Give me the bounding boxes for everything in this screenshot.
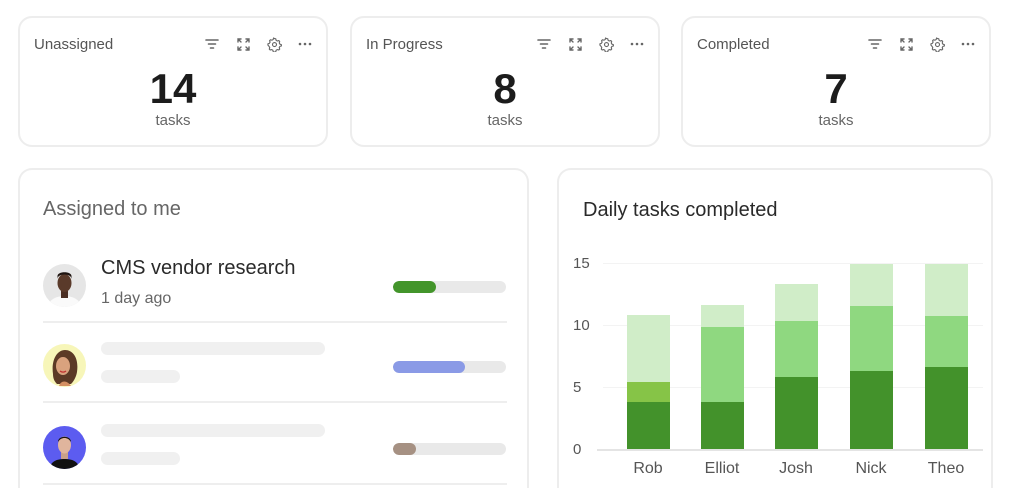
avatar bbox=[43, 264, 86, 307]
settings-gear-icon[interactable] bbox=[597, 35, 615, 53]
stat-card-completed: Completed 7 tasks bbox=[681, 16, 991, 147]
chart-bar-josh[interactable] bbox=[775, 284, 818, 449]
bar-segment bbox=[925, 264, 968, 317]
y-tick-label: 15 bbox=[573, 255, 590, 272]
avatar bbox=[43, 426, 86, 469]
progress-fill bbox=[393, 281, 436, 293]
avatar bbox=[43, 344, 86, 387]
task-list-item[interactable] bbox=[43, 405, 507, 485]
task-title: CMS vendor research bbox=[101, 257, 296, 279]
task-progress-bar bbox=[393, 443, 506, 455]
stat-title: In Progress bbox=[366, 36, 443, 53]
expand-icon[interactable] bbox=[234, 35, 252, 53]
bar-segment bbox=[701, 305, 744, 328]
card-heading: Assigned to me bbox=[43, 198, 181, 220]
stat-value: 8 bbox=[493, 65, 517, 112]
task-list-item[interactable]: CMS vendor research 1 day ago bbox=[43, 243, 507, 323]
assigned-to-me-card: Assigned to me CMS vendor research 1 day… bbox=[18, 168, 529, 488]
chart-bar-rob[interactable] bbox=[627, 315, 670, 449]
loading-skeleton-title bbox=[101, 424, 325, 437]
divider bbox=[43, 483, 507, 485]
gridline bbox=[603, 263, 983, 264]
filter-icon[interactable] bbox=[535, 35, 553, 53]
bar-segment bbox=[775, 321, 818, 378]
more-options-icon[interactable] bbox=[628, 35, 646, 53]
divider bbox=[43, 401, 507, 403]
stat-unit: tasks bbox=[487, 112, 523, 129]
task-list-item[interactable] bbox=[43, 323, 507, 403]
bar-segment bbox=[627, 382, 670, 402]
progress-fill bbox=[393, 443, 416, 455]
filter-icon[interactable] bbox=[866, 35, 884, 53]
chart-title: Daily tasks completed bbox=[583, 199, 778, 221]
bar-segment bbox=[627, 401, 670, 449]
stat-title: Unassigned bbox=[34, 36, 114, 53]
stat-unit: tasks bbox=[155, 112, 191, 129]
bar-segment bbox=[775, 377, 818, 449]
loading-skeleton-subtitle bbox=[101, 370, 180, 383]
stat-toolbar bbox=[535, 35, 646, 53]
divider bbox=[43, 321, 507, 323]
more-options-icon[interactable] bbox=[959, 35, 977, 53]
x-tick-label: Elliot bbox=[704, 460, 740, 477]
more-options-icon[interactable] bbox=[296, 35, 314, 53]
expand-icon[interactable] bbox=[897, 35, 915, 53]
bar-segment bbox=[775, 284, 818, 322]
stat-toolbar bbox=[203, 35, 314, 53]
x-tick-label: Josh bbox=[779, 460, 813, 477]
stat-card-in-progress: In Progress 8 tasks bbox=[350, 16, 660, 147]
y-tick-label: 0 bbox=[573, 441, 582, 458]
expand-icon[interactable] bbox=[566, 35, 584, 53]
bar-segment bbox=[850, 306, 893, 371]
bar-segment bbox=[925, 367, 968, 449]
x-axis bbox=[597, 449, 983, 451]
loading-skeleton-title bbox=[101, 342, 325, 355]
bar-segment bbox=[627, 315, 670, 383]
task-timestamp: 1 day ago bbox=[101, 290, 172, 307]
stat-value: 14 bbox=[149, 65, 197, 112]
x-tick-label: Theo bbox=[927, 460, 965, 477]
x-tick-label: Nick bbox=[855, 460, 887, 477]
stat-unit: tasks bbox=[818, 112, 854, 129]
bar-segment bbox=[701, 327, 744, 402]
bar-segment bbox=[850, 370, 893, 449]
task-progress-bar bbox=[393, 361, 506, 373]
chart-bar-theo[interactable] bbox=[925, 264, 968, 449]
settings-gear-icon[interactable] bbox=[928, 35, 946, 53]
x-tick-label: Rob bbox=[633, 460, 663, 477]
task-progress-bar bbox=[393, 281, 506, 293]
stat-value: 7 bbox=[824, 65, 848, 112]
daily-tasks-chart-card: Daily tasks completed 15 10 5 0 Rob Ellio… bbox=[557, 168, 993, 488]
stat-card-unassigned: Unassigned 14 tasks bbox=[18, 16, 328, 147]
y-tick-label: 5 bbox=[573, 379, 582, 396]
chart-bar-elliot[interactable] bbox=[701, 305, 744, 449]
stat-toolbar bbox=[866, 35, 977, 53]
bar-segment bbox=[701, 401, 744, 449]
bar-segment bbox=[850, 264, 893, 307]
stat-title: Completed bbox=[697, 36, 770, 53]
bar-segment bbox=[925, 316, 968, 368]
settings-gear-icon[interactable] bbox=[265, 35, 283, 53]
filter-icon[interactable] bbox=[203, 35, 221, 53]
progress-fill bbox=[393, 361, 466, 373]
chart-bar-nick[interactable] bbox=[850, 264, 893, 449]
y-tick-label: 10 bbox=[573, 317, 590, 334]
loading-skeleton-subtitle bbox=[101, 452, 180, 465]
